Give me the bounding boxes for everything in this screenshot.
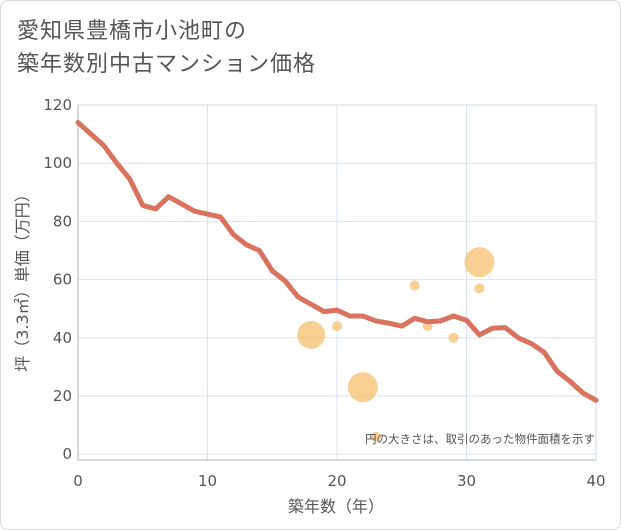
grid <box>78 105 596 460</box>
bubble-point <box>332 321 342 332</box>
y-tick-label: 80 <box>53 212 72 230</box>
y-tick-label: 20 <box>53 387 72 405</box>
bubble-size-note: 円の大きさは、取引のあった物件面積を示す <box>365 432 595 446</box>
x-tick-label: 20 <box>327 472 346 490</box>
chart-title-line1: 愛知県豊橋市小池町の <box>17 19 248 44</box>
price-line-series <box>75 120 599 403</box>
y-tick-label: 100 <box>43 154 72 172</box>
bubble-point <box>297 320 326 349</box>
x-tick-label: 10 <box>198 472 217 490</box>
y-tick-label: 40 <box>53 329 72 347</box>
y-tick-label: 60 <box>53 271 72 289</box>
x-axis-label: 築年数（年） <box>288 497 384 516</box>
bubble-point <box>409 280 420 291</box>
bubble-point <box>370 431 381 442</box>
bubble-point <box>474 283 485 294</box>
x-tick-labels: 0 10 20 30 40 <box>73 472 605 490</box>
y-tick-labels: 0 20 40 60 80 100 120 <box>43 96 72 463</box>
y-tick-label: 0 <box>62 445 72 463</box>
x-tick-label: 0 <box>73 472 83 490</box>
x-tick-label: 30 <box>457 472 476 490</box>
chart-title: 愛知県豊橋市小池町の 築年数別中古マンション価格 <box>17 15 316 81</box>
bubble-point <box>448 332 459 343</box>
y-tick-label: 120 <box>43 96 72 114</box>
x-tick-label: 40 <box>586 472 605 490</box>
plot-frame <box>77 104 597 461</box>
y-axis-label: 坪（3.3㎡）単価（万円） <box>13 186 32 371</box>
bubble-series <box>297 247 495 442</box>
price-line <box>75 120 599 403</box>
bubble-point <box>347 372 378 403</box>
bubble-point <box>464 247 495 278</box>
chart-title-line2: 築年数別中古マンション価格 <box>17 52 317 77</box>
